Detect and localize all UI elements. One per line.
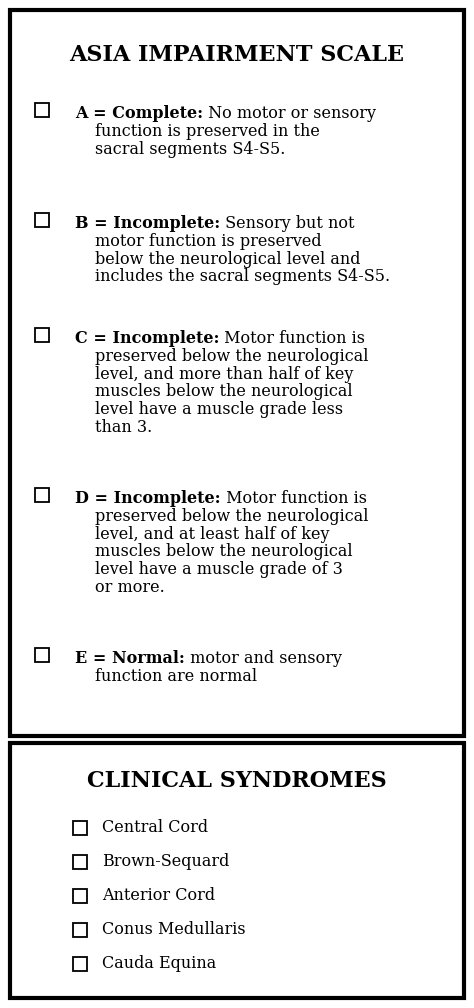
Bar bbox=[35, 328, 49, 342]
Text: motor and sensory: motor and sensory bbox=[185, 650, 342, 667]
Bar bbox=[73, 855, 87, 869]
Bar bbox=[73, 957, 87, 971]
Text: Cauda Equina: Cauda Equina bbox=[102, 956, 216, 973]
Text: A = Complete:: A = Complete: bbox=[75, 105, 203, 122]
Bar bbox=[73, 821, 87, 835]
Text: No motor or sensory: No motor or sensory bbox=[203, 105, 376, 122]
Text: function is preserved in the: function is preserved in the bbox=[95, 123, 320, 140]
Text: E = Normal:: E = Normal: bbox=[75, 650, 185, 667]
Bar bbox=[35, 647, 49, 661]
Text: level have a muscle grade less: level have a muscle grade less bbox=[95, 401, 343, 418]
Text: C = Incomplete:: C = Incomplete: bbox=[75, 330, 219, 347]
Text: Central Cord: Central Cord bbox=[102, 820, 208, 837]
Text: muscles below the neurological: muscles below the neurological bbox=[95, 383, 353, 400]
Text: preserved below the neurological: preserved below the neurological bbox=[95, 348, 368, 365]
Text: level, and more than half of key: level, and more than half of key bbox=[95, 366, 354, 383]
Text: Motor function is: Motor function is bbox=[220, 490, 366, 507]
Bar bbox=[10, 743, 464, 998]
Text: or more.: or more. bbox=[95, 580, 165, 596]
Text: motor function is preserved: motor function is preserved bbox=[95, 233, 322, 250]
Bar bbox=[73, 923, 87, 937]
Bar bbox=[10, 10, 464, 736]
Text: Anterior Cord: Anterior Cord bbox=[102, 887, 215, 904]
Text: than 3.: than 3. bbox=[95, 419, 152, 436]
Text: Conus Medullaris: Conus Medullaris bbox=[102, 921, 246, 938]
Text: CLINICAL SYNDROMES: CLINICAL SYNDROMES bbox=[87, 770, 387, 792]
Text: ASIA IMPAIRMENT SCALE: ASIA IMPAIRMENT SCALE bbox=[70, 44, 404, 66]
Text: Motor function is: Motor function is bbox=[219, 330, 365, 347]
Text: Brown-Sequard: Brown-Sequard bbox=[102, 854, 229, 871]
Bar bbox=[35, 488, 49, 502]
Bar bbox=[35, 213, 49, 227]
Text: below the neurological level and: below the neurological level and bbox=[95, 251, 361, 268]
Bar bbox=[73, 889, 87, 903]
Text: muscles below the neurological: muscles below the neurological bbox=[95, 543, 353, 560]
Text: D = Incomplete:: D = Incomplete: bbox=[75, 490, 220, 507]
Text: sacral segments S4-S5.: sacral segments S4-S5. bbox=[95, 141, 285, 157]
Text: level have a muscle grade of 3: level have a muscle grade of 3 bbox=[95, 561, 343, 579]
Text: Sensory but not: Sensory but not bbox=[220, 215, 355, 232]
Text: includes the sacral segments S4-S5.: includes the sacral segments S4-S5. bbox=[95, 268, 390, 285]
Bar bbox=[35, 103, 49, 117]
Text: preserved below the neurological: preserved below the neurological bbox=[95, 508, 368, 525]
Text: function are normal: function are normal bbox=[95, 668, 257, 684]
Text: level, and at least half of key: level, and at least half of key bbox=[95, 525, 329, 542]
Text: B = Incomplete:: B = Incomplete: bbox=[75, 215, 220, 232]
